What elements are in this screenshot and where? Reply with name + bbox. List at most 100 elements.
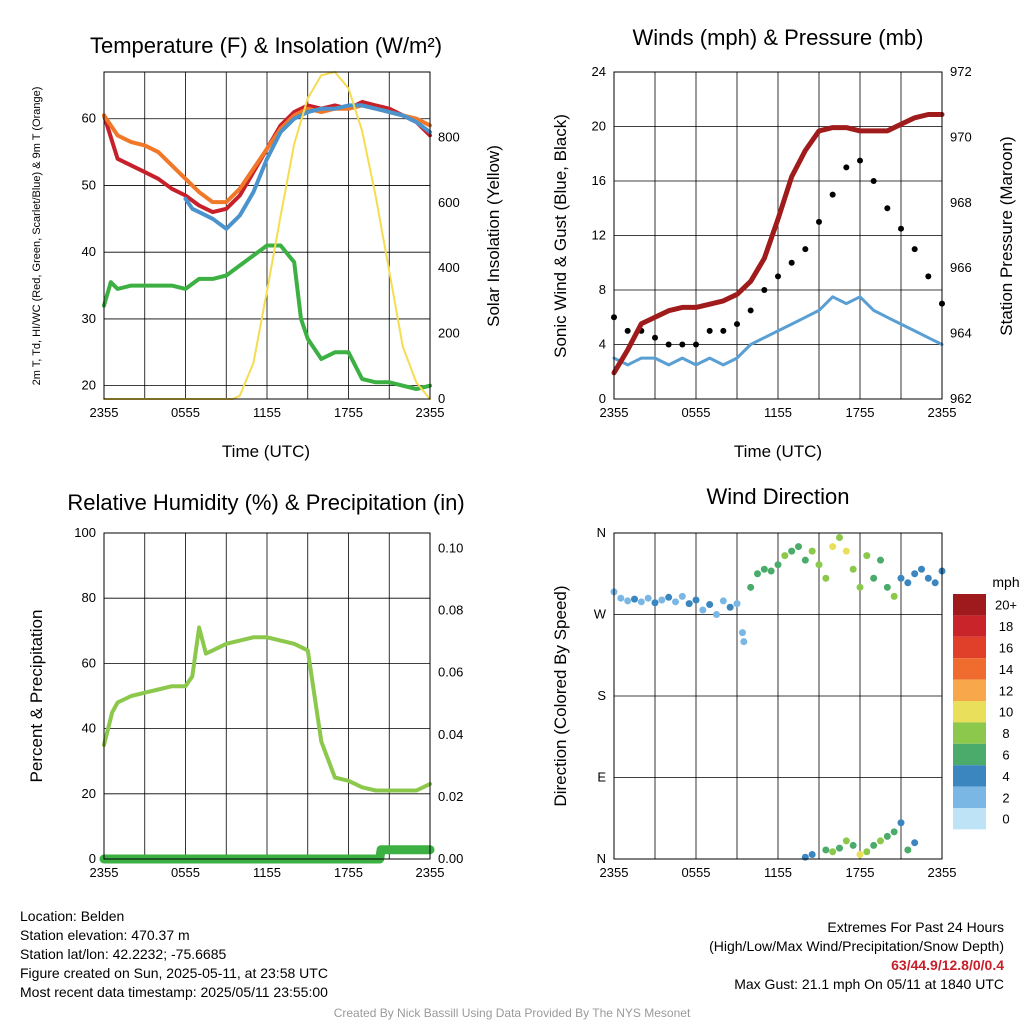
direction-point: [877, 837, 884, 845]
x-tick-label: 2355: [90, 865, 119, 880]
x-tick-label: 1755: [334, 405, 363, 420]
y-tick-label: 12: [592, 228, 606, 243]
y-tick-label: N: [597, 851, 606, 866]
gust-point: [665, 341, 672, 348]
gust-point: [898, 225, 904, 232]
colorbar-swatch: [953, 743, 986, 766]
gust-point: [693, 341, 699, 348]
figure-created: Figure created on Sun, 2025-05-11, at 23…: [20, 965, 328, 981]
direction-point: [829, 848, 837, 856]
colorbar-swatch: [953, 722, 986, 744]
direction-point: [856, 850, 864, 858]
y-tick-label: 968: [950, 195, 972, 210]
y-tick-label: 4: [599, 337, 606, 352]
direction-point: [738, 629, 746, 637]
humidity-title: Relative Humidity (%) & Precipitation (i…: [67, 490, 464, 515]
station-elevation: Station elevation: 470.37 m: [20, 927, 190, 943]
y-tick-label: E: [597, 770, 606, 785]
direction-point: [637, 598, 645, 606]
direction-point: [747, 583, 755, 591]
y-tick-label: 20: [82, 378, 96, 393]
pressure-line: [611, 112, 945, 376]
colorbar-level-label: 18: [999, 619, 1013, 634]
colorbar-level-label: 8: [1002, 726, 1009, 741]
y-tick-label: 600: [438, 195, 460, 210]
direction-point: [631, 595, 638, 603]
direction-point: [767, 567, 775, 575]
y-tick-label: N: [597, 525, 606, 540]
humidity-frame: [103, 532, 431, 860]
direction-point: [740, 638, 748, 646]
direction-point: [781, 552, 789, 560]
extremes-subtitle: (High/Low/Max Wind/Precipitation/Snow De…: [709, 938, 1004, 954]
y-tick-label: 40: [82, 244, 96, 259]
extremes-title: Extremes For Past 24 Hours: [827, 919, 1004, 935]
colorbar-level-label: 14: [999, 662, 1013, 677]
x-tick-label: 2355: [416, 405, 445, 420]
direction-point: [863, 552, 871, 560]
direction-point: [842, 837, 850, 845]
direction-point: [801, 556, 809, 564]
gust-point: [829, 191, 836, 198]
colorbar-level-label: 16: [999, 641, 1013, 656]
recent-data-timestamp: Most recent data timestamp: 2025/05/11 2…: [20, 984, 328, 1000]
x-tick-label: 0555: [171, 865, 200, 880]
x-tick-label: 2355: [928, 865, 957, 880]
y-tick-label: 60: [82, 655, 96, 670]
humidity-ylabel: Percent & Precipitation: [27, 610, 46, 783]
temperature-ticks: 2355 0555 1155 1755 235520304050600200400600…: [82, 111, 460, 420]
winds-xlabel: Time (UTC): [734, 442, 822, 461]
colorbar-level-label: 10: [999, 705, 1013, 720]
gust-point: [925, 273, 932, 280]
colorbar-label: mph: [992, 574, 1019, 590]
x-tick-label: 2355: [416, 865, 445, 880]
x-tick-label: 1155: [253, 865, 281, 880]
x-tick-label: 1155: [764, 865, 792, 880]
dewpoint-line: [102, 243, 432, 391]
x-tick-label: 2355: [90, 405, 119, 420]
x-tick-label: 1755: [846, 865, 875, 880]
direction-point: [774, 561, 782, 569]
gust-point: [788, 259, 795, 266]
winds-ticks: 2355 0555 1155 1755 235504812162024962964966…: [592, 64, 972, 420]
direction-point: [644, 594, 652, 602]
y-tick-label: 30: [82, 311, 96, 326]
station-info: Location: Belden Station elevation: 470.…: [20, 907, 328, 1002]
colorbar-level-label: 4: [1002, 769, 1009, 784]
y-tick-label: 16: [592, 173, 606, 188]
y-tick-label: 0.08: [438, 603, 463, 618]
direction-point: [808, 547, 816, 555]
gust-point: [761, 287, 768, 293]
direction-point: [788, 547, 796, 555]
y-tick-label: 24: [592, 64, 606, 79]
insolation-line: [103, 71, 431, 400]
direction-point: [726, 603, 734, 611]
colorbar-swatch: [953, 808, 986, 830]
extremes-info: Extremes For Past 24 Hours (High/Low/Max…: [709, 918, 1004, 994]
gust-point: [747, 307, 754, 314]
direction-point: [760, 565, 768, 573]
humidity-line: [102, 625, 432, 793]
gust-point: [652, 334, 658, 341]
direction-point: [904, 579, 912, 587]
colorbar-swatch: [953, 594, 986, 616]
direction-point: [849, 841, 857, 849]
direction-point: [911, 570, 919, 578]
y-tick-label: W: [594, 607, 607, 622]
winds-series: [611, 112, 945, 376]
gust-point: [843, 164, 850, 171]
credit-line: Created By Nick Bassill Using Data Provi…: [333, 1006, 691, 1020]
gust-point: [911, 246, 918, 253]
direction-point: [931, 579, 939, 587]
temperature-panel: Temperature (F) & Insolation (W/m²) Time…: [31, 33, 503, 461]
direction-point: [801, 853, 809, 861]
y-tick-label: 0.04: [438, 727, 463, 742]
direction-point: [795, 543, 802, 551]
colorbar-swatch: [953, 701, 986, 723]
y-tick-label: 0.02: [438, 789, 463, 804]
windchill-line: [183, 103, 432, 231]
speed-colorbar: 20+ 18 16 14 12 10 8 6 4 2 0: [953, 594, 1017, 830]
y-tick-label: 8: [599, 282, 606, 297]
